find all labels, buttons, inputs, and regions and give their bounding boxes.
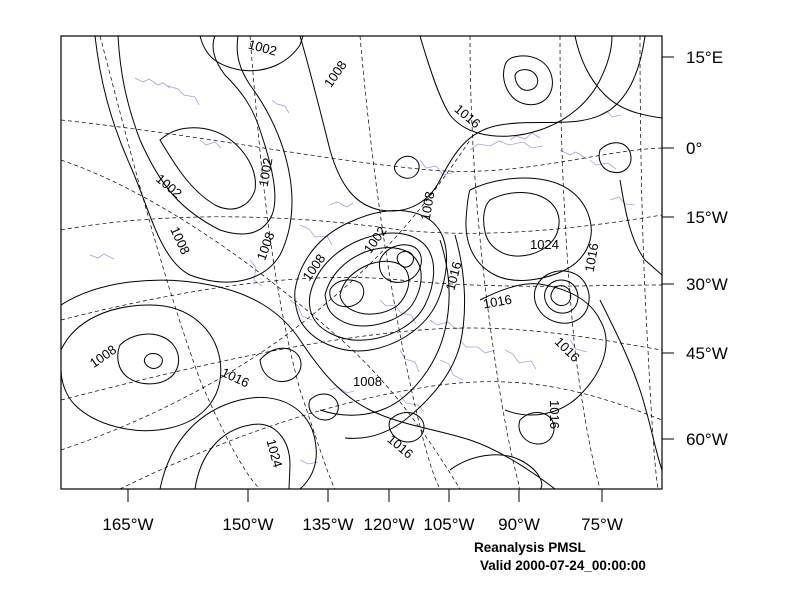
contour-label: 1008 — [418, 190, 438, 221]
bottom-axis-label: 150°W — [222, 515, 273, 534]
contour-label: 1008 — [353, 374, 382, 389]
bottom-axis-label: 135°W — [302, 515, 353, 534]
plot-frame — [60, 35, 663, 490]
coastlines — [89, 77, 636, 465]
bottom-axis-label: 75°W — [581, 515, 623, 534]
bottom-axis-label: 90°W — [498, 515, 540, 534]
right-axis-label: 15°E — [686, 48, 723, 67]
bottom-axis-ticks — [127, 489, 603, 502]
map-title: Reanalysis PMSL — [474, 540, 586, 555]
contour-label: 1002 — [247, 37, 279, 59]
contour-label: 1016 — [582, 242, 602, 273]
contour-label: 1016 — [547, 400, 562, 429]
right-axis-labels: 15°E 0° 15°W 30°W 45°W 60°W — [686, 48, 728, 449]
bottom-axis-label: 105°W — [423, 515, 474, 534]
contour-label: 1002 — [153, 171, 185, 201]
contour-label: 1016 — [443, 260, 465, 292]
contour-label: 1016 — [384, 431, 416, 461]
bottom-axis-label: 165°W — [102, 515, 153, 534]
contour-label: 1016 — [552, 334, 583, 365]
contour-label: 1024 — [263, 437, 285, 469]
contour-label: 1002 — [256, 157, 276, 188]
contour-label: 1008 — [321, 58, 350, 90]
right-axis-label: 60°W — [686, 430, 728, 449]
contour-label: 1008 — [167, 224, 193, 257]
bottom-axis-labels: 165°W 150°W 135°W 120°W 105°W 90°W 75°W — [102, 515, 622, 534]
contour-label: 1008 — [87, 342, 119, 371]
contour-label: 1008 — [299, 251, 328, 283]
pmsl-contours — [61, 36, 662, 489]
right-axis-label: 45°W — [686, 344, 728, 363]
contour-label: 1016 — [219, 365, 252, 391]
contour-label: 1016 — [482, 292, 513, 312]
graticule — [61, 36, 662, 489]
contour-label: 1008 — [254, 230, 278, 262]
bottom-axis-label: 120°W — [363, 515, 414, 534]
right-axis-label: 15°W — [686, 208, 728, 227]
right-axis-label: 30°W — [686, 275, 728, 294]
right-axis-ticks — [662, 56, 674, 440]
contour-label: 1016 — [452, 101, 484, 131]
valid-time: Valid 2000-07-24_00:00:00 — [480, 558, 646, 573]
contour-label: 1024 — [530, 237, 559, 252]
contour-label: 1002 — [361, 224, 390, 256]
right-axis-label: 0° — [686, 139, 702, 158]
